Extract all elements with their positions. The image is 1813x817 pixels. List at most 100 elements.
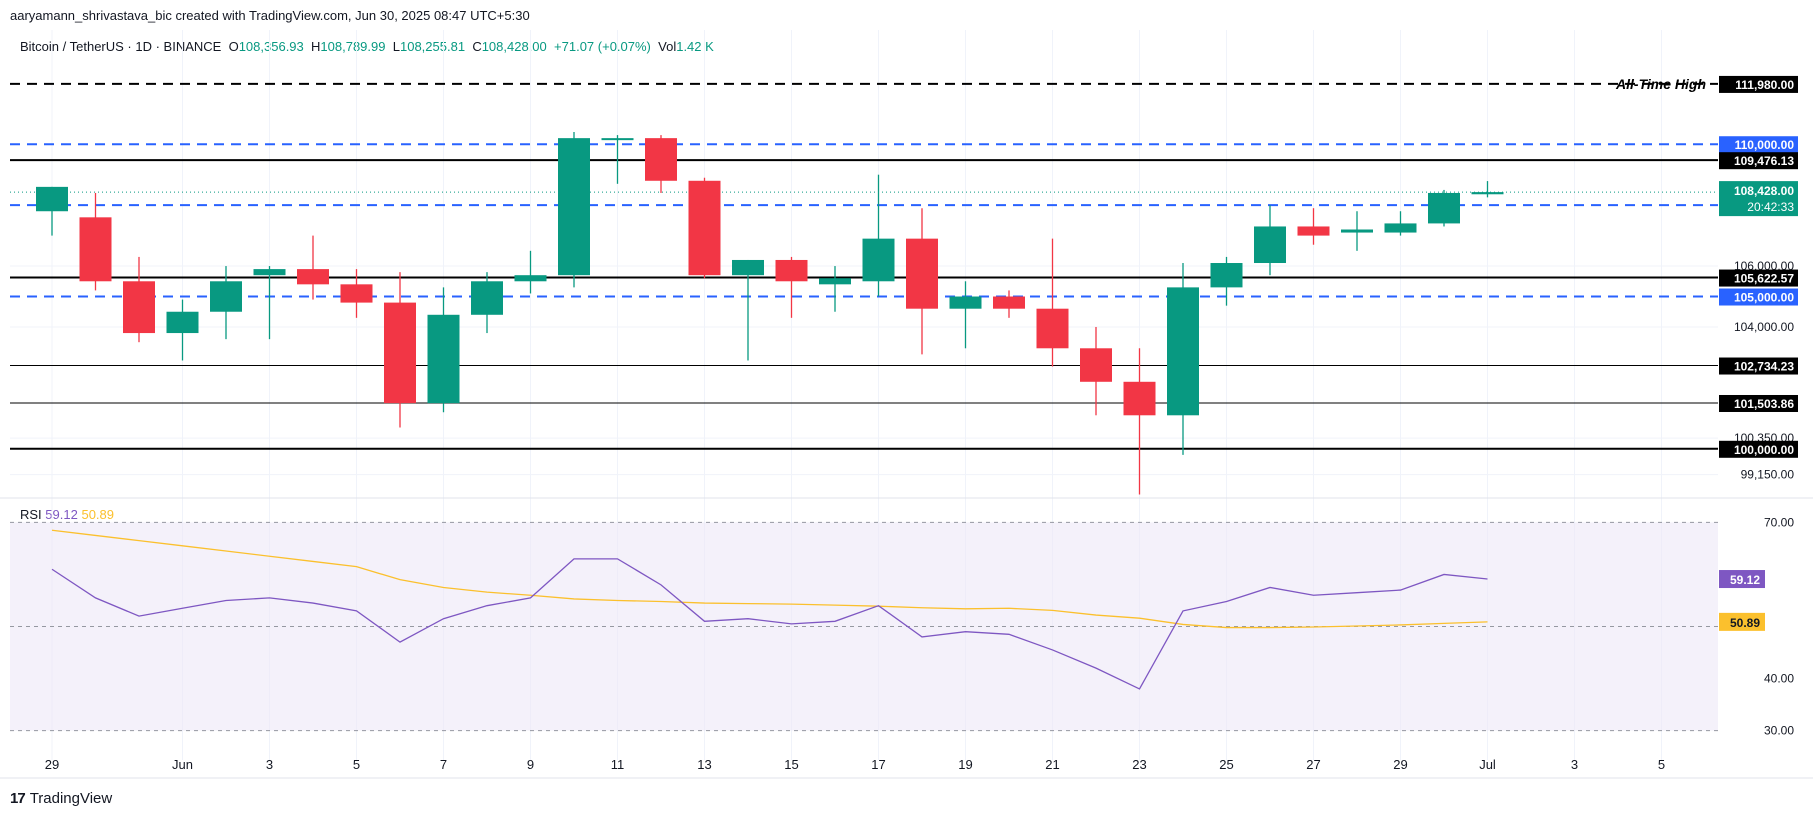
candle-up: [166, 311, 199, 334]
candle-up: [1428, 192, 1460, 224]
tradingview-logo[interactable]: 17 TradingView: [10, 790, 112, 807]
high-label: H: [311, 39, 321, 54]
level-price-label: 111,980.00: [1735, 78, 1794, 92]
level-price-label: 101,503.86: [1734, 397, 1794, 411]
tradingview-logo-text: TradingView: [29, 790, 113, 807]
candle-up: [1384, 223, 1417, 233]
rsi-value-tag-label: 59.12: [1730, 573, 1760, 587]
time-tick-label: 29: [45, 757, 59, 772]
rsi-ma-value-tag-label: 50.89: [1730, 616, 1760, 630]
close-label: C: [472, 39, 482, 54]
candle-down: [1080, 348, 1112, 382]
tradingview-logo-icon: 17: [10, 790, 26, 807]
candle-up: [862, 238, 895, 282]
symbol-name[interactable]: Bitcoin / TetherUS · 1D · BINANCE: [20, 39, 222, 54]
level-price-tag: [1719, 136, 1798, 154]
candle-down: [1297, 226, 1330, 236]
candle-up: [1341, 229, 1373, 233]
time-tick-label: 29: [1393, 757, 1407, 772]
rsi-label[interactable]: RSI: [20, 507, 42, 522]
time-tick-label: 11: [611, 757, 625, 772]
time-tick-label: 5: [353, 757, 360, 772]
time-tick-label: 13: [697, 757, 711, 772]
candle-up: [732, 259, 764, 276]
candle-down: [297, 269, 329, 285]
candle-down: [775, 259, 808, 282]
low-label: L: [392, 39, 400, 54]
open-label: O: [228, 39, 239, 54]
time-tick-label: 3: [266, 757, 273, 772]
candle-up: [558, 138, 590, 276]
time-tick-label: 15: [784, 757, 798, 772]
rsi-tick-label: 30.00: [1764, 724, 1794, 738]
level-price-tag: [1719, 269, 1798, 287]
time-tick-label: 5: [1658, 757, 1665, 772]
countdown-label: 20:42:33: [1747, 200, 1794, 214]
candle-up: [1167, 287, 1199, 416]
candle-up: [36, 186, 68, 212]
candle-up: [1254, 226, 1286, 264]
candle-up: [471, 281, 503, 315]
candle-up: [514, 275, 547, 282]
rsi-tick-label: 70.00: [1764, 515, 1794, 529]
rsi-ma-value: 50.89: [81, 507, 115, 522]
candle-down: [993, 296, 1025, 309]
rsi-band: [10, 522, 1718, 731]
time-tick-label: 23: [1132, 757, 1146, 772]
level-price-label: 100,000.00: [1734, 443, 1794, 457]
level-price-tag: [1719, 75, 1798, 93]
time-tick-label: 3: [1571, 757, 1578, 772]
time-tick-label: 27: [1306, 757, 1320, 772]
time-tick-label: 21: [1045, 757, 1059, 772]
level-price-tag: [1719, 357, 1798, 375]
level-price-tag: [1719, 152, 1798, 170]
time-tick-label: Jun: [172, 757, 193, 772]
level-price-tag: [1719, 288, 1798, 306]
chart-credit: aaryamann_shrivastava_bic created with T…: [10, 8, 530, 23]
rsi-value-tag: [1719, 570, 1765, 589]
level-price-tag: [1719, 394, 1798, 412]
time-tick-label: 7: [440, 757, 447, 772]
rsi-ma-value-tag: [1719, 612, 1765, 631]
change-value: +71.07 (+0.07%): [554, 39, 651, 54]
level-note-label: All-Time High: [1615, 76, 1706, 92]
rsi-line: [51, 558, 1488, 690]
level-price-tag: [1719, 440, 1798, 458]
candle-up: [427, 314, 460, 404]
time-tick-label: 19: [958, 757, 972, 772]
candle-up: [210, 281, 242, 312]
level-price-label: 110,000.00: [1735, 138, 1795, 152]
time-tick-label: 17: [871, 757, 885, 772]
rsi-legend: RSI 59.12 50.89: [20, 507, 114, 522]
high-value: 108,789.99: [320, 39, 386, 54]
candle-down: [688, 180, 721, 276]
candle-down: [384, 302, 416, 404]
rsi-ma-line: [51, 529, 1488, 629]
candle-down: [906, 238, 938, 309]
candle-down: [79, 217, 112, 282]
price-tick-label: 104,000.00: [1734, 320, 1794, 334]
candle-down: [1036, 308, 1069, 349]
last-price-tag: [1719, 181, 1798, 217]
time-tick-label: 25: [1219, 757, 1233, 772]
low-value: 108,255.81: [399, 39, 466, 54]
time-tick-label: Jul: [1479, 757, 1496, 772]
price-tick-label: 99,150.00: [1741, 468, 1795, 482]
open-value: 108,356.93: [238, 39, 304, 54]
candle-down: [1123, 381, 1156, 416]
candle-up: [1210, 263, 1243, 288]
candle-up: [819, 278, 851, 285]
candle-up: [601, 138, 634, 141]
candle-up: [949, 296, 982, 309]
level-price-label: 102,734.23: [1734, 360, 1794, 374]
time-tick-label: 9: [527, 757, 534, 772]
volume-label: Vol: [658, 39, 677, 54]
candle-down: [645, 138, 677, 181]
candle-down: [340, 284, 373, 303]
candle-down: [123, 281, 155, 334]
candle-up: [1471, 192, 1504, 195]
candle-up: [253, 269, 286, 276]
level-price-label: 105,622.57: [1734, 272, 1794, 286]
rsi-tick-label: 40.00: [1764, 672, 1794, 686]
